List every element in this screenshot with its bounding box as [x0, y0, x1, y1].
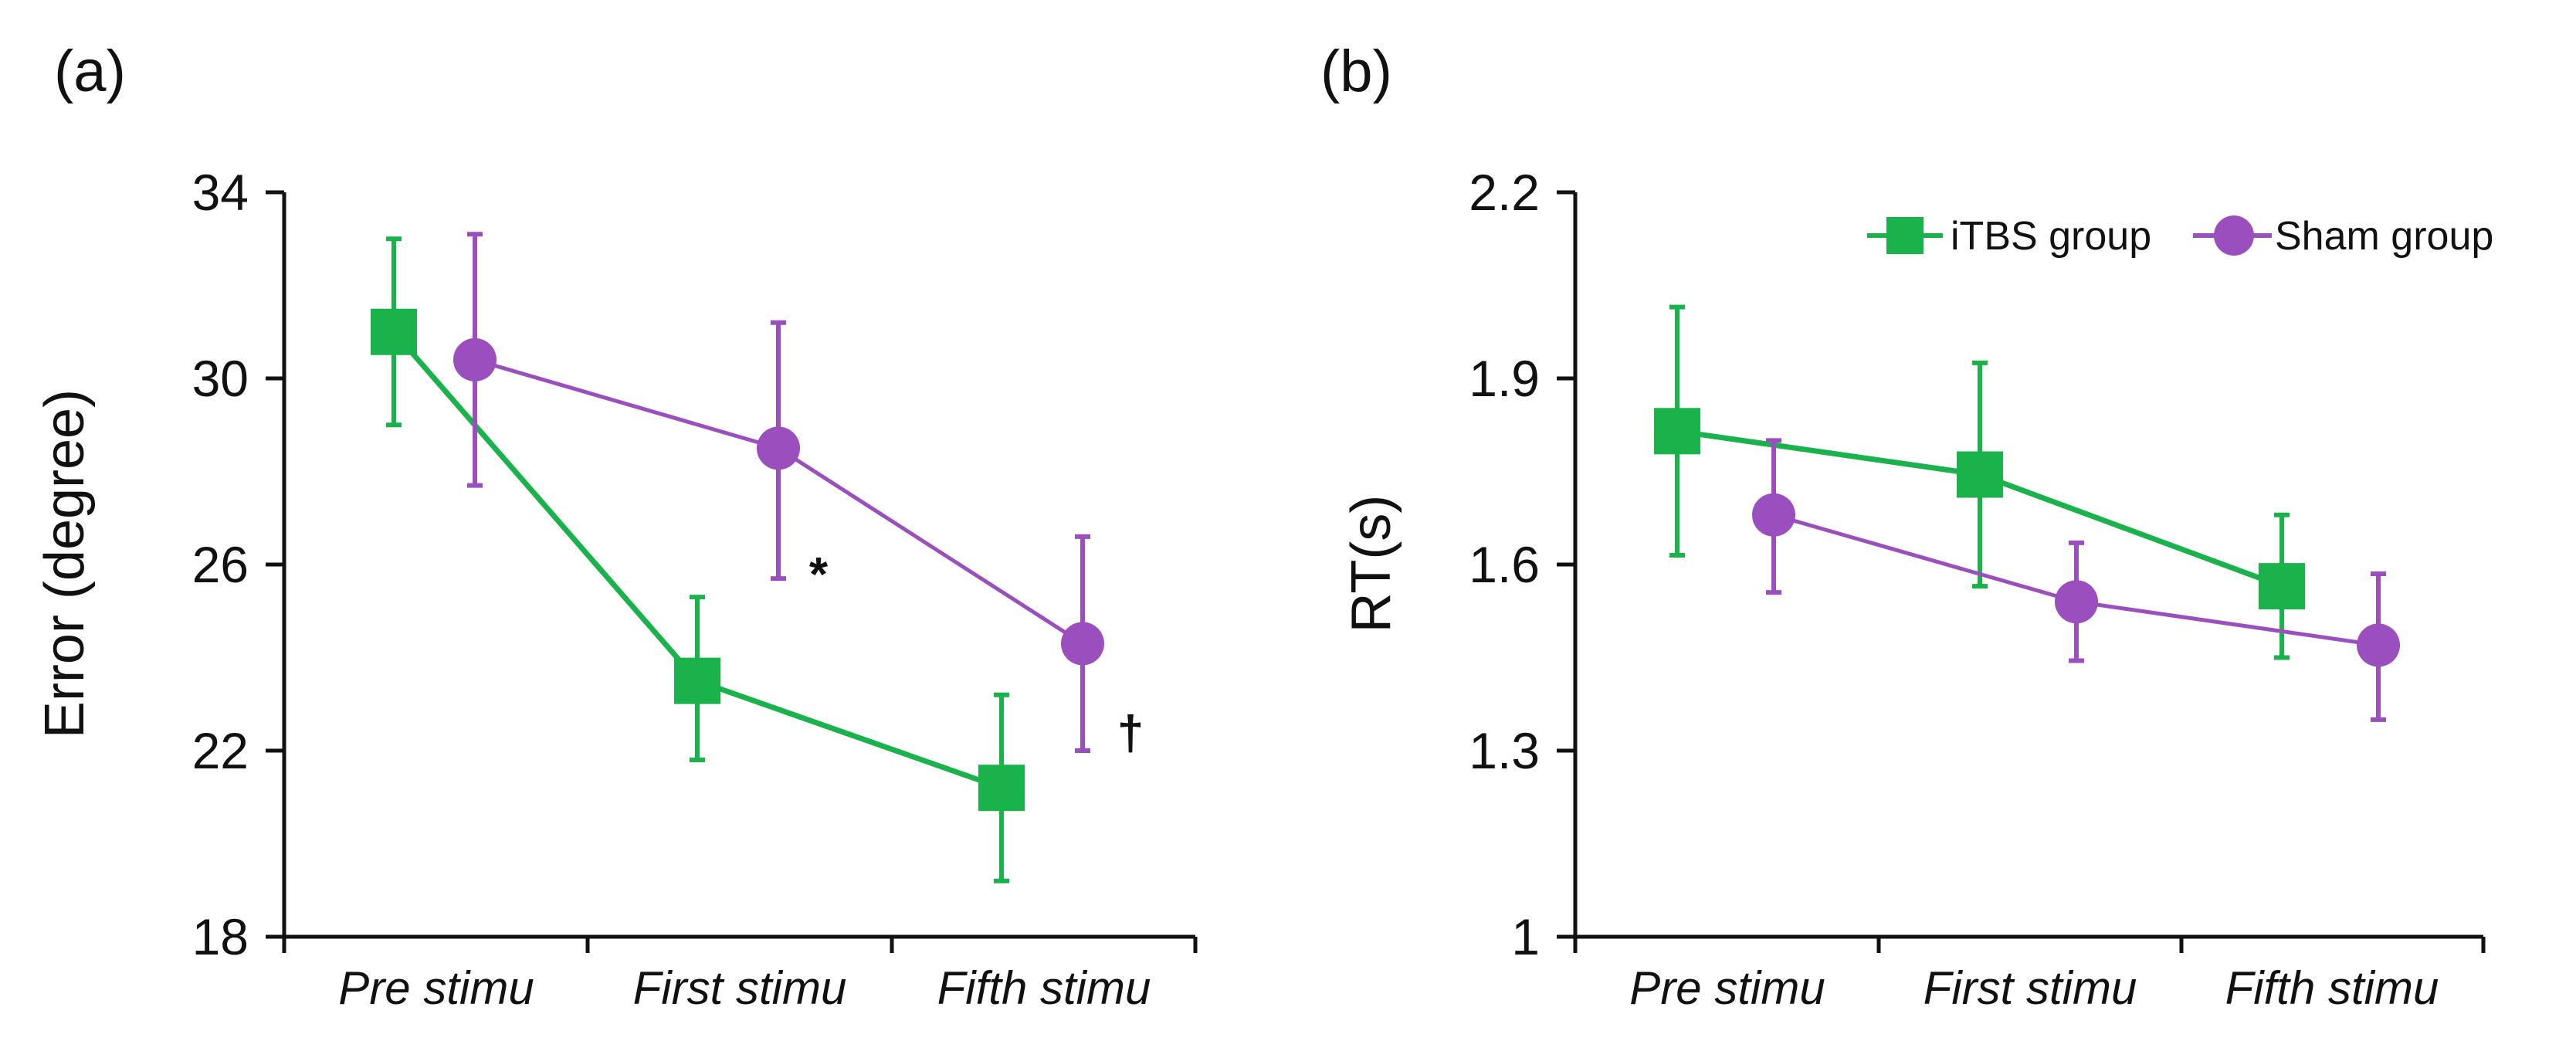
- panel-b-series: [1654, 304, 2400, 722]
- panel-b-label: (b): [1320, 39, 1392, 104]
- data-point-circle: [2055, 580, 2098, 624]
- panel-b-y-ticks: 1 1.3 1.6 1.9 2.2: [1469, 164, 1575, 965]
- data-point-square: [371, 308, 417, 355]
- data-point-circle: [1061, 622, 1104, 666]
- panel-b-x-ticks: Pre stimu First stimu Fifth stimu: [1573, 937, 2486, 1014]
- legend-itbs-label: iTBS group: [1951, 214, 2151, 259]
- y-tick-label: 26: [192, 536, 249, 593]
- legend-item-sham: Sham group: [2193, 214, 2493, 259]
- data-point-square: [978, 765, 1025, 812]
- data-point-circle: [453, 337, 497, 381]
- legend-sham-label: Sham group: [2275, 214, 2493, 259]
- y-tick-label: 34: [192, 164, 249, 221]
- panel-a-y-axis-title: Error (degree): [34, 389, 96, 738]
- panel-b-legend: iTBS group Sham group: [1867, 214, 2493, 259]
- panel-a-series: [371, 232, 1104, 883]
- data-point-square: [1654, 408, 1700, 455]
- panel-a-y-ticks: 18 22 26 30 34: [192, 164, 284, 965]
- data-point-square: [2259, 563, 2305, 610]
- y-tick-label: 1.9: [1469, 350, 1540, 407]
- data-point-circle: [2357, 623, 2400, 667]
- y-tick-label: 2.2: [1469, 164, 1540, 221]
- x-tick-label: First stimu: [633, 962, 847, 1014]
- panel-b-rt-chart: (b) RT(s) 1 1.3 1.6 1.9 2.2 Pre stimu First s…: [1320, 39, 2493, 1014]
- series-sham: [1752, 438, 2400, 722]
- series-itbs: [1654, 304, 2305, 660]
- y-tick-label: 30: [192, 350, 249, 407]
- y-tick-label: 1: [1511, 908, 1540, 965]
- series-itbs: [371, 236, 1025, 883]
- y-tick-label: 22: [192, 722, 249, 779]
- data-point-square: [674, 657, 720, 704]
- panel-a-x-ticks: Pre stimu First stimu Fifth stimu: [282, 937, 1198, 1014]
- x-tick-label: Pre stimu: [1629, 962, 1825, 1014]
- x-tick-label: Pre stimu: [338, 962, 534, 1014]
- y-tick-label: 18: [192, 908, 249, 965]
- x-tick-label: Fifth stimu: [2225, 962, 2439, 1014]
- panel-a-trend-dagger: †: [1117, 707, 1144, 760]
- x-tick-label: First stimu: [1924, 962, 2137, 1014]
- legend-itbs-square-marker: [1886, 217, 1924, 254]
- panel-a-significance-star: *: [809, 548, 829, 602]
- series-sham: [453, 232, 1104, 753]
- legend-item-itbs: iTBS group: [1867, 214, 2151, 259]
- data-point-circle: [757, 426, 800, 470]
- y-tick-label: 1.6: [1469, 536, 1540, 593]
- y-tick-label: 1.3: [1469, 722, 1540, 779]
- panel-b-y-axis-title: RT(s): [1341, 495, 1402, 633]
- panel-a-error-chart: (a) Error (degree) 18 22 26 30 34 Pre stimu F…: [34, 39, 1198, 1014]
- data-point-circle: [1752, 493, 1795, 537]
- data-point-square: [1957, 451, 2003, 498]
- panel-a-label: (a): [54, 39, 126, 104]
- legend-sham-circle-marker: [2214, 215, 2254, 256]
- x-tick-label: Fifth stimu: [937, 962, 1151, 1014]
